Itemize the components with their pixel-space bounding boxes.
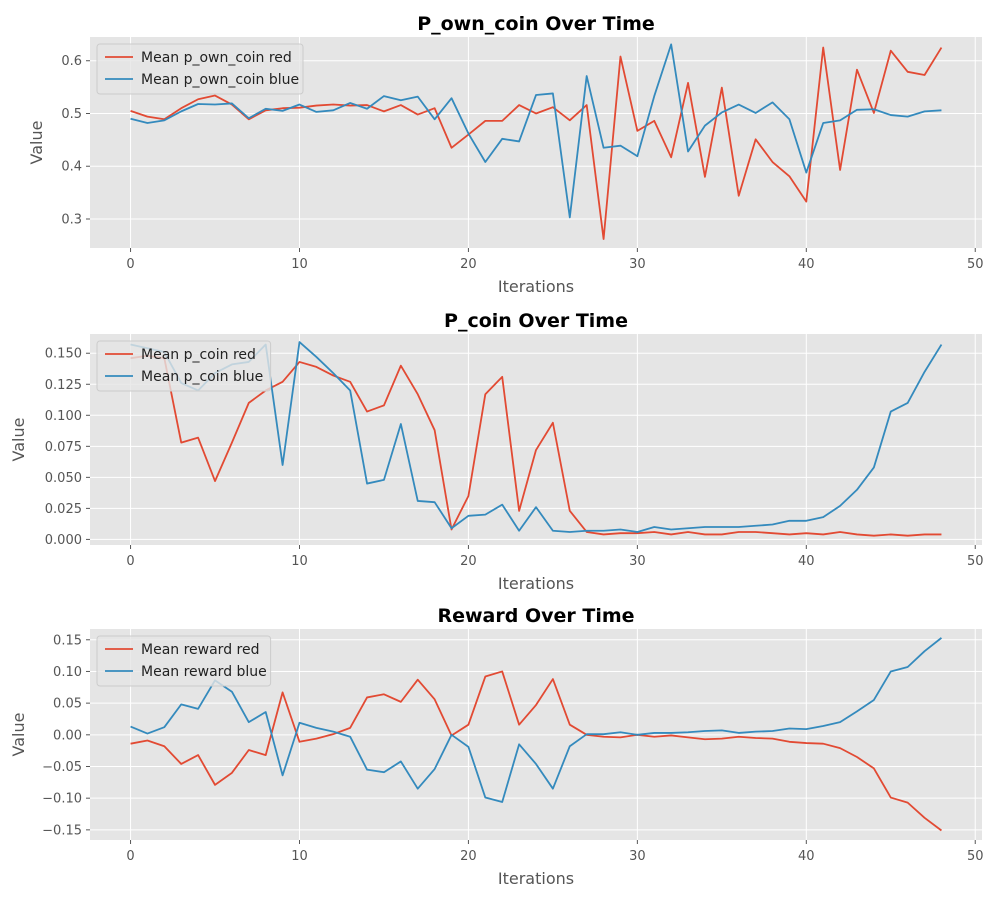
legend: Mean p_coin red Mean p_coin blue <box>96 340 272 392</box>
y-tick-label: 0.15 <box>53 633 82 648</box>
y-tick-label: 0.4 <box>61 160 82 175</box>
legend: Mean p_own_coin red Mean p_own_coin blue <box>96 43 304 95</box>
series-line-blue <box>130 43 942 219</box>
x-axis-label: Iterations <box>498 574 574 593</box>
y-tick-label: 0.000 <box>45 533 82 548</box>
x-tick-label: 20 <box>460 257 477 272</box>
x-tick-label: 50 <box>967 849 984 864</box>
legend-entry: Mean p_coin blue <box>141 369 263 385</box>
x-tick-label: 10 <box>291 849 308 864</box>
legend-entry: Mean p_own_coin blue <box>141 72 299 88</box>
y-tick-label: 0.125 <box>45 378 82 393</box>
y-tick-label: −0.05 <box>42 760 82 775</box>
x-tick-label: 50 <box>967 257 984 272</box>
y-tick-label: −0.10 <box>42 792 82 807</box>
legend-box <box>96 635 272 687</box>
legend-box <box>96 43 304 95</box>
legend-entry: Mean p_own_coin red <box>141 50 292 66</box>
x-tick-label: 10 <box>291 554 308 569</box>
y-tick-label: 0.10 <box>53 665 82 680</box>
chart-title: Reward Over Time <box>437 605 634 627</box>
y-tick-label: 0.5 <box>61 107 82 122</box>
x-axis-label: Iterations <box>498 277 574 296</box>
x-tick-label: 10 <box>291 257 308 272</box>
y-tick-label: 0.05 <box>53 697 82 712</box>
grid <box>90 334 982 545</box>
x-tick-label: 0 <box>126 257 134 272</box>
chart-panel-2: 0 10 20 30 40 50 0.000 0.025 0.050 0.075 0.100 0.12… <box>9 310 984 593</box>
x-axis-label: Iterations <box>498 869 574 888</box>
y-tick-label: 0.100 <box>45 409 82 424</box>
series-line-red <box>130 46 943 240</box>
y-tick-label: 0.6 <box>61 54 82 69</box>
y-tick-label: 0.00 <box>53 728 82 743</box>
x-tick-label: 40 <box>798 849 815 864</box>
x-tick-label: 50 <box>967 554 984 569</box>
series-line-blue <box>130 637 943 803</box>
x-tick-label: 30 <box>629 849 646 864</box>
legend-entry: Mean reward blue <box>141 664 267 680</box>
chart-title: P_coin Over Time <box>444 310 628 332</box>
y-tick-label: 0.150 <box>45 347 82 362</box>
y-tick-label: 0.050 <box>45 471 82 486</box>
legend-entry: Mean p_coin red <box>141 347 256 363</box>
y-tick-label: 0.025 <box>45 502 82 517</box>
x-tick-label: 20 <box>460 849 477 864</box>
y-tick-label: 0.3 <box>61 212 82 227</box>
chart-panel-3: 0 10 20 30 40 50 −0.15 −0.10 −0.05 0.00 0.05 0.10 0.… <box>9 605 984 888</box>
legend: Mean reward red Mean reward blue <box>96 635 272 687</box>
grid <box>90 37 982 248</box>
legend-entry: Mean reward red <box>141 642 259 658</box>
legend-box <box>96 340 272 392</box>
y-axis-label: Value <box>27 121 46 165</box>
y-tick-label: 0.075 <box>45 440 82 455</box>
series-line-red <box>130 670 942 832</box>
chart-panel-1: 0 10 20 30 40 50 0.3 0.4 0.5 0.6 P_own_coin Over T… <box>27 13 984 296</box>
y-axis-label: Value <box>9 418 28 462</box>
x-tick-label: 40 <box>798 554 815 569</box>
y-tick-label: −0.15 <box>42 823 82 838</box>
x-tick-label: 20 <box>460 554 477 569</box>
x-tick-label: 40 <box>798 257 815 272</box>
x-tick-label: 0 <box>126 849 134 864</box>
chart-title: P_own_coin Over Time <box>417 13 655 35</box>
x-tick-label: 30 <box>629 257 646 272</box>
x-tick-label: 0 <box>126 554 134 569</box>
x-tick-label: 30 <box>629 554 646 569</box>
y-axis-label: Value <box>9 713 28 757</box>
